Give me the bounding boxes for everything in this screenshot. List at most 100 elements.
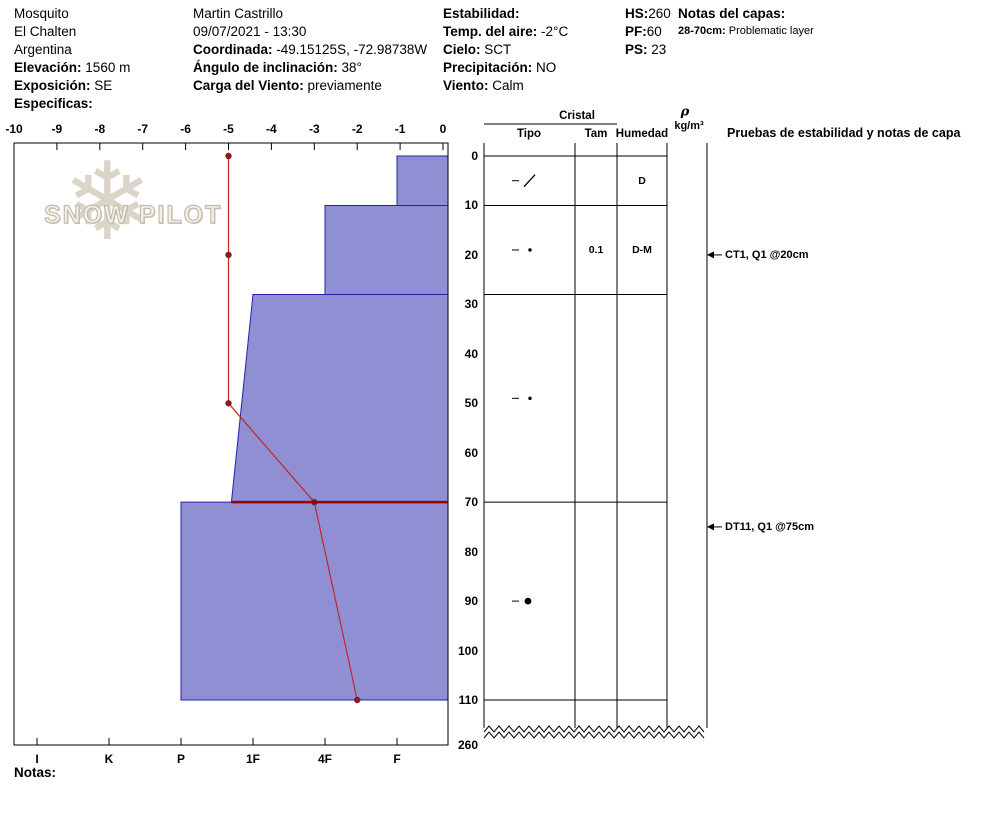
layer-notes-title: Notas del capas: xyxy=(678,5,814,23)
column-header-density-units: kg/m³ xyxy=(674,120,704,132)
grain-size-value: 0.1 xyxy=(588,243,604,256)
depth-break-label: 260 xyxy=(457,738,478,752)
elevation-label: Elevación: xyxy=(14,60,82,75)
wind-loading-label: Carga del Viento: xyxy=(193,78,304,93)
depth-tick-label: 60 xyxy=(464,445,478,460)
grain-symbol-slash xyxy=(523,174,536,188)
depth-tick-label: 0 xyxy=(471,149,478,163)
slope-angle-value: 38° xyxy=(341,60,362,75)
temp-tick-label: -6 xyxy=(180,122,191,136)
layer-notes-title-text: Notas del capas: xyxy=(678,6,786,21)
moisture-value: D xyxy=(638,174,646,187)
observer-name: Martin Castrillo xyxy=(193,6,284,21)
column-header-tipo: Tipo xyxy=(516,128,542,140)
column-header-humedad: Humedad xyxy=(615,128,669,140)
stability-row: Estabilidad: xyxy=(443,5,568,23)
depth-tick-label: 30 xyxy=(464,297,478,312)
temperature-point xyxy=(225,400,232,407)
header-layer-notes-block: Notas del capas: 28-70cm: Problematic la… xyxy=(678,5,814,39)
temp-tick-label: -1 xyxy=(394,122,406,136)
depth-tick-label: 50 xyxy=(464,396,478,411)
depth-tick-label: 40 xyxy=(464,346,478,361)
grain-symbol-dot xyxy=(524,597,532,605)
wind-value: Calm xyxy=(492,78,524,93)
hardness-bar xyxy=(180,501,449,701)
temp-tick-label: 0 xyxy=(439,122,447,136)
coordinates-row: Coordinada: -49.15125S, -72.98738W xyxy=(193,41,427,59)
hardness-bar xyxy=(396,155,449,206)
precipitation-label: Precipitación: xyxy=(443,60,533,75)
layer-note-row: 28-70cm: Problematic layer xyxy=(678,23,814,39)
sky-label: Cielo: xyxy=(443,42,481,57)
temp-tick-label: -10 xyxy=(5,122,23,136)
temperature-point xyxy=(225,152,232,160)
notes-label: Notas: xyxy=(14,765,57,780)
stability-label: Estabilidad: xyxy=(443,6,520,21)
pf-label: PF: xyxy=(625,24,647,39)
depth-tick-label: 110 xyxy=(458,693,478,707)
hs-label: HS: xyxy=(625,6,649,21)
location-area: El Chalten xyxy=(14,24,77,39)
temperature-point xyxy=(354,696,361,704)
layer-note-range: 28-70cm: xyxy=(678,25,726,37)
precipitation-row: Precipitación: NO xyxy=(443,59,568,77)
header-conditions-block: Estabilidad: Temp. del aire: -2°C Cielo:… xyxy=(443,5,568,95)
temp-tick-label: -7 xyxy=(137,122,149,136)
hardness-bar xyxy=(324,204,449,295)
column-header-stability-tests: Pruebas de estabilidad y notas de capa xyxy=(727,126,961,140)
wind-loading-row: Carga del Viento: previamente xyxy=(193,77,427,95)
depth-tick-label: 90 xyxy=(464,594,478,609)
stability-test-label: CT1, Q1 @20cm xyxy=(725,248,809,261)
hs-row: HS:260 xyxy=(625,5,671,23)
grain-symbol-dot xyxy=(528,248,532,252)
sky-value: SCT xyxy=(484,42,512,57)
test-arrow-head xyxy=(707,523,714,531)
elevation-value: 1560 m xyxy=(85,60,131,75)
slope-angle-label: Ángulo de inclinación: xyxy=(193,60,338,75)
air-temp-value: -2°C xyxy=(541,24,569,39)
grain-symbol-dot xyxy=(528,396,532,401)
temp-tick-label: -4 xyxy=(266,122,277,136)
temp-tick-label: -2 xyxy=(351,122,363,136)
temp-tick-label: -8 xyxy=(94,122,106,136)
sky-row: Cielo: SCT xyxy=(443,41,568,59)
header-location-block: Mosquito El Chalten Argentina Elevación:… xyxy=(14,5,130,113)
plot-frame xyxy=(13,142,449,746)
depth-tick-label: 20 xyxy=(464,247,478,262)
air-temp-label: Temp. del aire: xyxy=(443,24,538,39)
column-header-tam: Tam xyxy=(584,128,608,140)
depth-tick-label: 80 xyxy=(464,544,478,559)
hardness-tick-label: F xyxy=(393,752,401,766)
depth-tick-label: 70 xyxy=(464,495,478,510)
logo-text: SNOW PILOT xyxy=(43,200,223,229)
location-name: Mosquito xyxy=(14,6,69,21)
depth-tick-label: 100 xyxy=(457,643,478,658)
hardness-bar xyxy=(230,293,449,503)
depth-tick-label: 10 xyxy=(464,198,478,213)
ps-label: PS: xyxy=(625,42,648,57)
coordinates-value: -49.15125S, -72.98738W xyxy=(276,42,428,57)
ps-value: 23 xyxy=(651,42,667,57)
hardness-tick-label: P xyxy=(176,752,186,766)
elevation-row: Elevación: 1560 m xyxy=(14,59,130,77)
depth-break-zigzag xyxy=(483,731,705,739)
exposure-value: SE xyxy=(94,78,113,93)
wind-label: Viento: xyxy=(443,78,489,93)
specifics-row: Especificas: xyxy=(14,95,130,113)
hs-value: 260 xyxy=(648,6,671,21)
temperature-point xyxy=(225,251,232,259)
moisture-value: D-M xyxy=(632,243,652,256)
exposure-label: Exposición: xyxy=(14,78,91,93)
exposure-row: Exposición: SE xyxy=(14,77,130,95)
test-arrow-head xyxy=(707,251,714,259)
precipitation-value: NO xyxy=(536,60,557,75)
hardness-tick-label: 1F xyxy=(245,752,261,766)
air-temp-row: Temp. del aire: -2°C xyxy=(443,23,568,41)
wind-loading-value: previamente xyxy=(307,78,382,93)
depth-break-zigzag xyxy=(483,725,705,733)
hardness-tick-label: K xyxy=(104,752,114,766)
ps-row: PS: 23 xyxy=(625,41,671,59)
stability-test-label: DT11, Q1 @75cm xyxy=(725,520,814,533)
